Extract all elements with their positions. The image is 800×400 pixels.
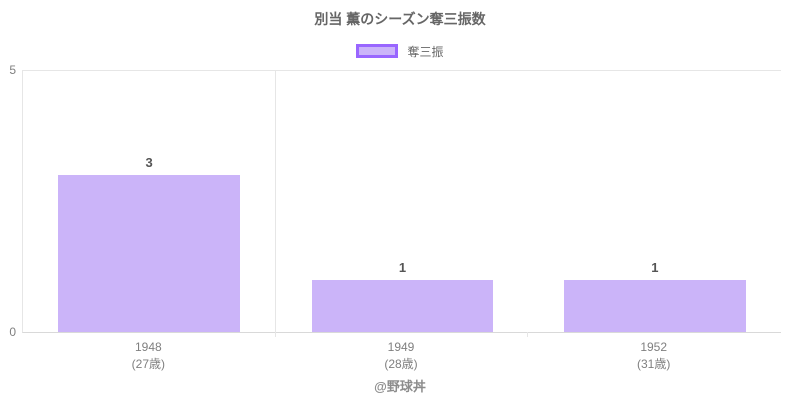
bar-value-label-1952: 1 bbox=[651, 259, 659, 275]
x-tick-year: 1949 bbox=[387, 340, 415, 354]
x-tick-age: (28歳) bbox=[384, 357, 418, 371]
legend-item[interactable]: 奪三振 bbox=[0, 42, 800, 60]
axis-tick-mark bbox=[527, 332, 529, 337]
bar-value-label-1949: 1 bbox=[398, 259, 407, 275]
plot-area: 3 1 1 bbox=[22, 70, 781, 337]
y-axis-tick-zero: 0 bbox=[9, 325, 16, 339]
legend-swatch[interactable] bbox=[356, 44, 399, 58]
axis-tick-mark bbox=[274, 332, 276, 337]
bar-1952[interactable] bbox=[563, 279, 746, 332]
category-cell-1952: 1 bbox=[529, 71, 781, 332]
x-tick-1952: 1952 (31歳) bbox=[527, 339, 780, 372]
x-tick-age: (27歳) bbox=[131, 357, 165, 371]
bar-1949[interactable] bbox=[311, 279, 494, 332]
x-axis-labels: 1948 (27歳) 1949 (28歳) 1952 (31歳) bbox=[22, 339, 780, 372]
x-tick-year: 1948 bbox=[134, 340, 162, 354]
chart-title: 別当 薫のシーズン奪三振数 bbox=[314, 11, 486, 27]
x-tick-age: (31歳) bbox=[637, 357, 671, 371]
legend-label[interactable]: 奪三振 bbox=[407, 44, 444, 59]
bar-value-label-1948: 3 bbox=[145, 155, 153, 171]
y-axis-tick-max: 5 bbox=[9, 63, 16, 77]
category-cell-1949: 1 bbox=[275, 71, 528, 332]
bar-1948[interactable] bbox=[58, 175, 240, 332]
watermark: @野球丼 bbox=[374, 379, 426, 394]
x-tick-year: 1952 bbox=[640, 340, 668, 354]
x-tick-1948: 1948 (27歳) bbox=[22, 339, 275, 372]
category-cell-1948: 3 bbox=[23, 71, 275, 332]
x-tick-1949: 1949 (28歳) bbox=[275, 339, 528, 372]
